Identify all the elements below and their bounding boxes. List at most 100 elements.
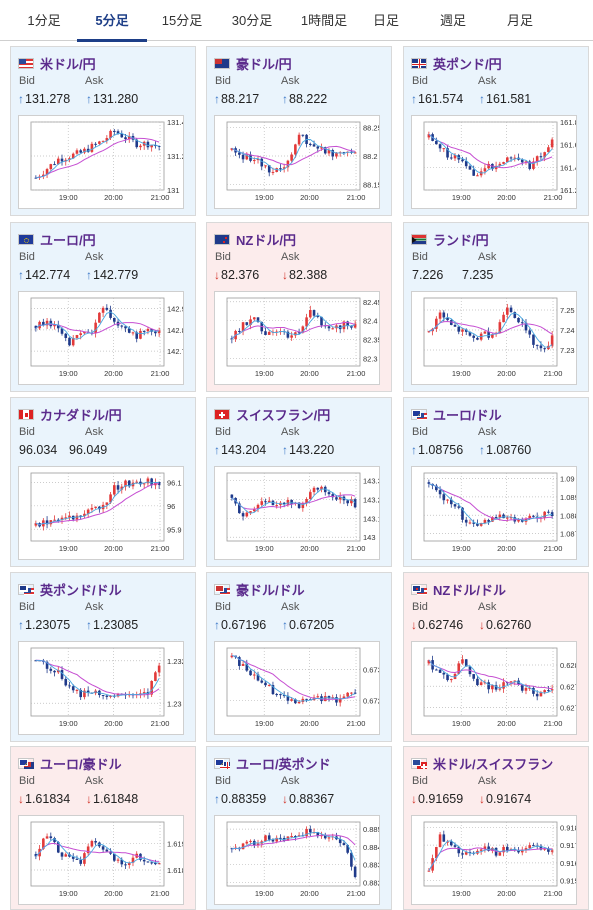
mini-chart[interactable]: 0.628 0.6275 0.627 19:00 20:00 21:00 (411, 641, 577, 735)
candle-body (461, 329, 464, 332)
rate-card[interactable]: ユーロ/英ポンド Bid Ask ↑0.88359 ↓0.88367 0.885 0.884… (206, 746, 392, 910)
rate-card[interactable]: 英ポンド/ドルBidAsk↑1.23075↑1.230851.2321.2319… (10, 572, 196, 742)
ask-value: 96.049 (69, 443, 108, 457)
mini-chart[interactable]: 0.885 0.884 0.883 0.882 19:00 20:00 21:00 (214, 815, 380, 905)
moving-average-long (428, 659, 553, 690)
bid-arrow-icon: ↓ (411, 618, 417, 632)
candle-body (543, 690, 546, 693)
mini-chart[interactable]: 143.3 143.2 143.1 143 19:00 20:00 21:00 (214, 466, 380, 560)
x-tick-label: 19:00 (255, 889, 274, 898)
ask-price: ↑143.220 (282, 443, 334, 457)
candle-body (335, 152, 338, 157)
mini-chart[interactable]: 96.1 96 95.9 19:00 20:00 21:00 (18, 466, 184, 560)
pair-name[interactable]: NZドル/ドル (433, 582, 506, 598)
candle-body (520, 322, 524, 324)
pair-name[interactable]: 英ポンド/円 (433, 56, 502, 72)
pair-name[interactable]: 米ドル/円 (40, 56, 96, 72)
y-tick-label: 143.1 (363, 514, 379, 523)
candle-body (83, 690, 86, 698)
card-header: カナダドル/円 (18, 406, 122, 423)
candle-body (135, 139, 139, 148)
tab-6[interactable]: 日足 (372, 13, 399, 28)
pair-name[interactable]: ユーロ/円 (40, 232, 96, 248)
candle-body (532, 687, 535, 694)
tab-7[interactable]: 週足 (439, 13, 466, 28)
tab-4[interactable]: 30分足 (231, 13, 273, 28)
ask-arrow-icon: ↓ (86, 792, 92, 806)
candle-body (252, 508, 256, 512)
mini-chart[interactable]: 161.8 161.6 161.4 161.2 19:00 20:00 21:00 (411, 115, 577, 209)
candle-body (491, 517, 494, 522)
rate-card[interactable]: ランド/円 Bid Ask 7.226 7.235 7.25 7.24 7.23 19:00 20… (403, 222, 589, 392)
candle-body (346, 692, 349, 697)
pair-name[interactable]: ユーロ/ドル (433, 407, 502, 423)
pair-name[interactable]: 豪ドル/円 (236, 56, 292, 72)
rate-card[interactable]: ユーロ/豪ドルBidAsk↓1.61834↓1.618481.6191.6181… (10, 746, 196, 910)
tab-2[interactable]: 5分足 (77, 0, 147, 42)
candle-body (446, 148, 449, 158)
candle-body (79, 689, 82, 698)
ask-price: ↓1.61848 (86, 792, 138, 806)
rate-card[interactable]: 米ドル/スイスフランBidAsk↓0.91659↓0.916740.9180.9… (403, 746, 589, 910)
rate-card[interactable]: 英ポンド/円BidAsk↑161.574↑161.581161.8161.616… (403, 46, 589, 216)
rate-card[interactable]: スイスフラン/円BidAsk↑143.204↑143.220143.3143.2… (206, 397, 392, 567)
mini-chart[interactable]: 1.619 1.618 19:00 20:00 21:00 (18, 815, 184, 905)
mini-chart[interactable]: 0.918 0.917 0.916 0.915 19:00 20:00 21:00 (411, 815, 577, 905)
pair-name[interactable]: 英ポンド/ドル (40, 582, 122, 598)
pair-name[interactable]: ユーロ/英ポンド (236, 756, 331, 772)
mini-chart[interactable]: 82.45 82.4 82.35 82.3 19:00 20:00 21:00 (214, 291, 380, 385)
candle-body (249, 511, 252, 513)
candle-body (520, 159, 524, 163)
tab-5[interactable]: 1時間足 (300, 13, 348, 28)
ask-value: 0.91674 (486, 792, 532, 806)
candle-body (297, 134, 301, 145)
pair-name[interactable]: ユーロ/豪ドル (40, 756, 122, 772)
candle-body (342, 843, 346, 846)
candle-body (487, 331, 490, 338)
rate-card[interactable]: 豪ドル/ドルBidAsk↑0.67196↑0.672050.6730.67219… (206, 572, 392, 742)
rate-card[interactable]: NZドル/ドルBidAsk↓0.62746↓0.627600.6280.6275… (403, 572, 589, 742)
pair-name[interactable]: NZドル/円 (236, 232, 296, 248)
candlestick-chart: 0.628 0.6275 0.627 19:00 20:00 21:00 (423, 647, 576, 728)
candle-body (56, 670, 60, 673)
x-tick-label: 20:00 (300, 719, 319, 728)
rate-card[interactable]: カナダドル/円 Bid Ask 96.034 96.049 96.1 96 95.9 19:00… (10, 397, 196, 567)
candle-body (60, 158, 64, 162)
pair-name[interactable]: ランド/円 (433, 232, 489, 248)
rate-card[interactable]: NZドル/円BidAsk↓82.376↓82.38882.4582.482.35… (206, 222, 392, 392)
bid-arrow-icon: ↑ (214, 618, 220, 632)
candle-body (476, 523, 479, 526)
pair-name[interactable]: スイスフラン/円 (236, 407, 331, 423)
candle-body (113, 485, 116, 495)
mini-chart[interactable]: 1.232 1.23 19:00 20:00 21:00 (18, 641, 184, 735)
candle-body (487, 163, 490, 169)
bid-arrow-icon: ↑ (18, 92, 24, 106)
rate-card[interactable]: 豪ドル/円BidAsk↑88.217↑88.22288.2588.288.151… (206, 46, 392, 216)
rate-card[interactable]: ユーロ/ドルBidAsk↑1.08756↑1.087601.091.0891.0… (403, 397, 589, 567)
moving-average-short (428, 312, 553, 348)
mini-chart[interactable]: 88.25 88.2 88.15 19:00 20:00 21:00 (214, 115, 380, 209)
ask-price: 7.235 (461, 268, 493, 282)
mini-chart[interactable]: 131.4 131.2 131 19:00 20:00 21:00 (18, 115, 184, 209)
pair-name[interactable]: 米ドル/スイスフラン (433, 756, 554, 772)
tab-3[interactable]: 15分足 (161, 13, 203, 28)
candle-body (438, 144, 442, 149)
pair-name[interactable]: カナダドル/円 (40, 407, 122, 423)
card-header: ユーロ/豪ドル (18, 755, 122, 772)
candle-body (116, 859, 120, 861)
rate-card[interactable]: 米ドル/円BidAsk↑131.278↑131.280131.4131.2131… (10, 46, 196, 216)
candle-body (98, 141, 101, 144)
mini-chart[interactable]: 1.09 1.089 1.088 1.087 19:00 20:00 21:00 (411, 466, 577, 560)
tab-8[interactable]: 月足 (506, 13, 533, 28)
mini-chart[interactable]: 7.25 7.24 7.23 19:00 20:00 21:00 (411, 291, 577, 385)
candle-body (350, 852, 353, 867)
x-tick-label: 21:00 (151, 719, 170, 728)
mini-chart[interactable]: 142.9 142.8 142.7 19:00 20:00 21:00 (18, 291, 184, 385)
candle-body (68, 158, 71, 160)
pair-name[interactable]: 豪ドル/ドル (236, 582, 305, 598)
flag-icon (411, 233, 427, 245)
candle-body (238, 330, 241, 332)
mini-chart[interactable]: 0.673 0.672 19:00 20:00 21:00 (214, 641, 380, 735)
rate-card[interactable]: ユーロ/円BidAsk↑142.774↑142.779142.9142.8142… (10, 222, 196, 392)
tab-1[interactable]: 1分足 (27, 13, 61, 28)
